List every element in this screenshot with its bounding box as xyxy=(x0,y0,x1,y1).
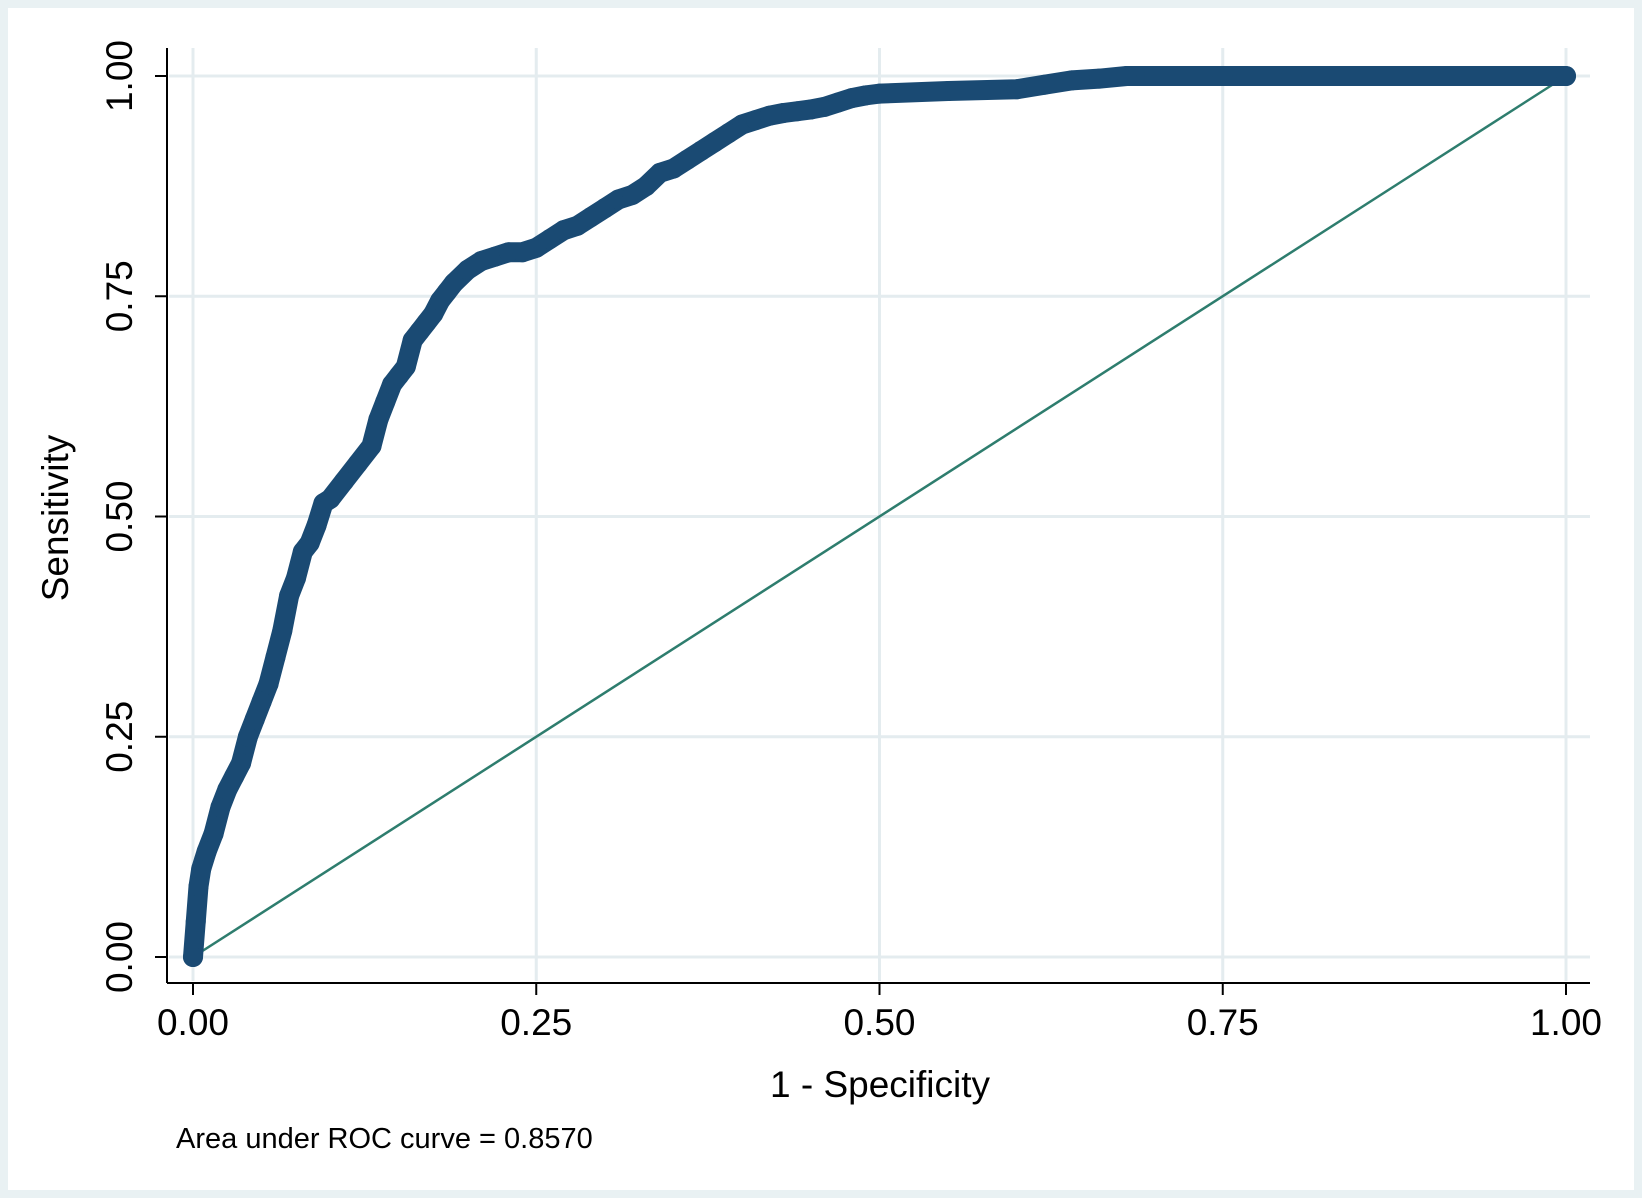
roc-point xyxy=(237,726,258,747)
roc-point xyxy=(1556,66,1576,86)
reference-line-series xyxy=(192,74,1567,959)
roc-point xyxy=(334,471,355,492)
roc-point xyxy=(279,585,300,606)
plot-background xyxy=(8,8,1634,1190)
roc-point xyxy=(196,841,217,862)
roc-point xyxy=(368,409,389,430)
roc-point xyxy=(299,532,320,553)
y-tick-label: 0.75 xyxy=(99,260,140,332)
roc-point xyxy=(361,436,382,457)
roc-point xyxy=(258,673,279,694)
reference-diagonal-line xyxy=(192,74,1567,959)
roc-point xyxy=(1281,66,1302,86)
y-axis-ticks: 0.00 0.25 0.50 0.75 1.00 xyxy=(99,40,167,993)
roc-point xyxy=(1006,79,1027,100)
roc-point xyxy=(251,691,272,712)
roc-point xyxy=(306,515,327,536)
x-tick-label: 1.00 xyxy=(1530,1002,1602,1043)
y-tick-label: 0.00 xyxy=(99,921,140,993)
x-tick-label: 0.75 xyxy=(1187,1002,1259,1043)
roc-point xyxy=(443,273,464,294)
roc-point xyxy=(272,621,293,642)
roc-point xyxy=(938,80,959,101)
auc-note: Area under ROC curve = 0.8570 xyxy=(176,1123,593,1155)
roc-point xyxy=(265,647,286,668)
roc-point xyxy=(183,947,203,967)
roc-curve-series xyxy=(183,66,1576,967)
roc-point xyxy=(210,797,231,818)
roc-point xyxy=(1212,66,1233,86)
roc-point xyxy=(498,242,519,263)
roc-point xyxy=(231,753,252,774)
roc-point xyxy=(869,83,890,104)
y-tick-label: 0.25 xyxy=(99,701,140,773)
roc-point xyxy=(188,876,209,897)
x-axis-ticks: 0.00 0.25 0.50 0.75 1.00 xyxy=(157,983,1602,1043)
x-tick-label: 0.50 xyxy=(843,1002,915,1043)
roc-point xyxy=(1418,66,1439,86)
x-axis-label: 1 - Specificity xyxy=(770,1064,991,1105)
roc-point xyxy=(1034,74,1055,95)
roc-point xyxy=(203,823,224,844)
y-axis-label: Sensitivity xyxy=(35,434,76,601)
roc-point xyxy=(320,488,341,509)
roc-point xyxy=(1144,66,1165,86)
roc-point xyxy=(395,356,416,377)
roc-point xyxy=(1116,66,1137,86)
roc-point xyxy=(185,911,206,932)
roc-point xyxy=(636,176,657,197)
roc-point xyxy=(1089,68,1110,89)
x-tick-label: 0.00 xyxy=(157,1002,229,1043)
y-tick-label: 1.00 xyxy=(99,40,140,112)
roc-point xyxy=(347,453,368,474)
x-tick-label: 0.25 xyxy=(500,1002,572,1043)
roc-point xyxy=(191,858,212,879)
roc-point xyxy=(375,391,396,412)
roc-point xyxy=(285,568,306,589)
roc-point xyxy=(244,709,265,730)
y-tick-label: 0.50 xyxy=(99,480,140,552)
roc-point xyxy=(1061,70,1082,91)
